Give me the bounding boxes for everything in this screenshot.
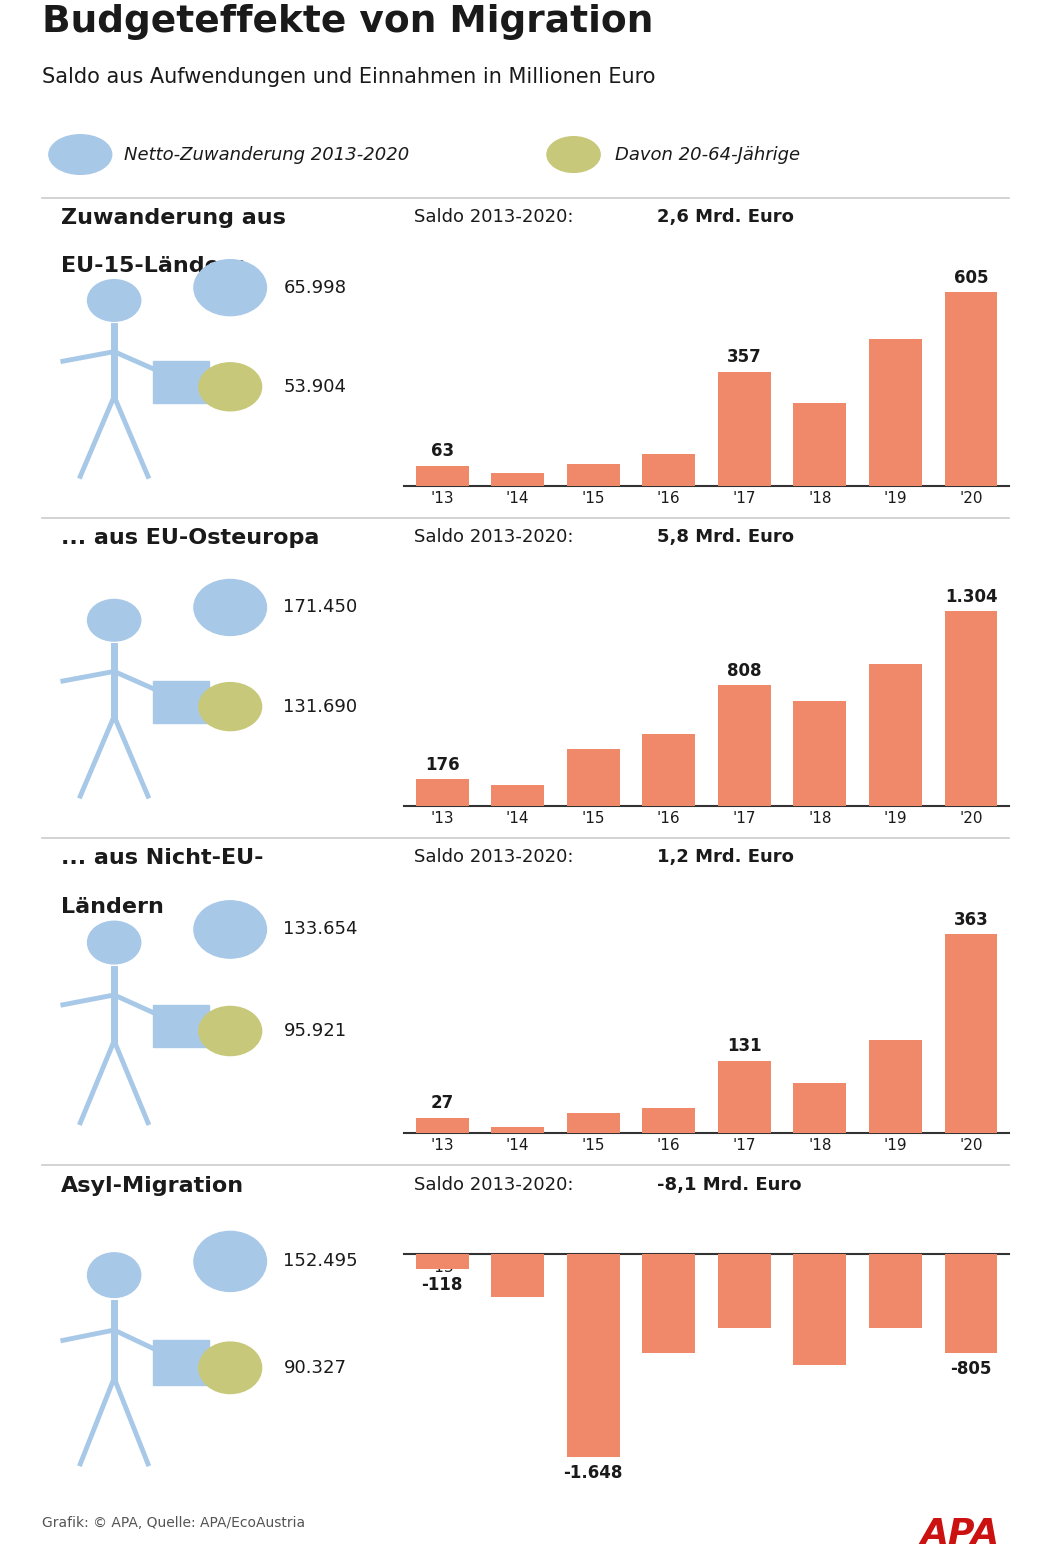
Bar: [718, 1061, 771, 1133]
Bar: [643, 1108, 695, 1133]
Text: Netto-Zuwanderung 2013-2020: Netto-Zuwanderung 2013-2020: [124, 145, 409, 164]
Text: -1.648: -1.648: [564, 1463, 623, 1482]
Text: Saldo aus Aufwendungen und Einnahmen in Millionen Euro: Saldo aus Aufwendungen und Einnahmen in …: [42, 67, 655, 87]
Bar: [567, 463, 620, 487]
Bar: [794, 702, 847, 805]
Text: 1.304: 1.304: [944, 588, 997, 605]
Ellipse shape: [199, 1342, 262, 1393]
Bar: [643, 1254, 695, 1353]
Text: 90.327: 90.327: [283, 1359, 346, 1377]
Ellipse shape: [87, 279, 140, 321]
Ellipse shape: [199, 683, 262, 730]
Text: 363: 363: [954, 911, 988, 928]
Bar: [416, 466, 469, 487]
Text: Saldo 2013-2020:: Saldo 2013-2020:: [414, 527, 579, 546]
Text: 171.450: 171.450: [283, 599, 358, 616]
Bar: [567, 1114, 620, 1133]
Bar: [718, 685, 771, 805]
Text: 131.690: 131.690: [283, 697, 358, 716]
Ellipse shape: [193, 900, 266, 958]
Bar: [869, 339, 921, 487]
Bar: [794, 1254, 847, 1365]
Text: Zuwanderung aus: Zuwanderung aus: [61, 207, 286, 228]
Bar: [491, 785, 544, 805]
Text: 808: 808: [727, 661, 761, 680]
Text: 357: 357: [727, 348, 761, 367]
Bar: [416, 1254, 469, 1268]
Bar: [869, 1039, 921, 1133]
Text: ... aus Nicht-EU-: ... aus Nicht-EU-: [61, 847, 263, 867]
Ellipse shape: [87, 922, 140, 964]
Text: 131: 131: [727, 1037, 761, 1055]
Bar: [944, 934, 997, 1133]
Text: Asyl-Migration: Asyl-Migration: [61, 1176, 244, 1195]
Text: 152.495: 152.495: [283, 1253, 358, 1270]
Bar: [643, 735, 695, 805]
Bar: [869, 1254, 921, 1328]
Text: -118: -118: [421, 1276, 463, 1293]
Text: 63: 63: [431, 441, 453, 460]
Text: EU-15-Ländern: EU-15-Ländern: [61, 256, 246, 276]
Ellipse shape: [199, 363, 262, 410]
Ellipse shape: [193, 579, 266, 635]
Text: 133.654: 133.654: [283, 920, 358, 939]
Ellipse shape: [49, 134, 111, 175]
Bar: [944, 1254, 997, 1354]
Bar: [718, 371, 771, 487]
Bar: [869, 665, 921, 805]
Text: Saldo 2013-2020:: Saldo 2013-2020:: [414, 1176, 579, 1193]
Text: 27: 27: [431, 1094, 453, 1112]
Text: Saldo 2013-2020:: Saldo 2013-2020:: [414, 847, 579, 866]
Bar: [643, 454, 695, 487]
Text: 53.904: 53.904: [283, 378, 346, 396]
Ellipse shape: [87, 599, 140, 641]
Text: 1,2 Mrd. Euro: 1,2 Mrd. Euro: [657, 847, 795, 866]
Bar: [416, 780, 469, 805]
Bar: [153, 682, 209, 722]
Text: APA: APA: [920, 1518, 999, 1551]
Bar: [153, 1005, 209, 1047]
Bar: [491, 1126, 544, 1133]
Text: 176: 176: [424, 757, 460, 774]
Bar: [491, 473, 544, 487]
Bar: [944, 612, 997, 805]
Text: 605: 605: [954, 268, 988, 287]
Bar: [794, 1083, 847, 1133]
Bar: [416, 1119, 469, 1133]
Text: 95.921: 95.921: [283, 1022, 346, 1041]
Bar: [491, 1254, 544, 1298]
Text: Saldo 2013-2020:: Saldo 2013-2020:: [414, 207, 579, 226]
Text: Grafik: © APA, Quelle: APA/EcoAustria: Grafik: © APA, Quelle: APA/EcoAustria: [42, 1516, 305, 1530]
Text: Ländern: Ländern: [61, 897, 164, 917]
Text: 65.998: 65.998: [283, 279, 346, 296]
Bar: [794, 402, 847, 487]
Bar: [153, 362, 209, 402]
Text: ... aus EU-Osteuropa: ... aus EU-Osteuropa: [61, 527, 319, 548]
Bar: [718, 1254, 771, 1328]
Ellipse shape: [547, 137, 600, 172]
Ellipse shape: [87, 1253, 140, 1298]
Text: 2,6 Mrd. Euro: 2,6 Mrd. Euro: [657, 207, 795, 226]
Text: Davon 20-64-Jährige: Davon 20-64-Jährige: [615, 145, 800, 164]
Ellipse shape: [193, 259, 266, 315]
Bar: [153, 1340, 209, 1385]
Text: -8,1 Mrd. Euro: -8,1 Mrd. Euro: [657, 1176, 802, 1193]
Ellipse shape: [193, 1231, 266, 1292]
Text: Budgeteffekte von Migration: Budgeteffekte von Migration: [42, 5, 653, 41]
Bar: [567, 749, 620, 805]
Text: 5,8 Mrd. Euro: 5,8 Mrd. Euro: [657, 527, 795, 546]
Bar: [567, 1254, 620, 1457]
Ellipse shape: [199, 1006, 262, 1056]
Bar: [944, 292, 997, 487]
Text: -805: -805: [951, 1360, 992, 1377]
